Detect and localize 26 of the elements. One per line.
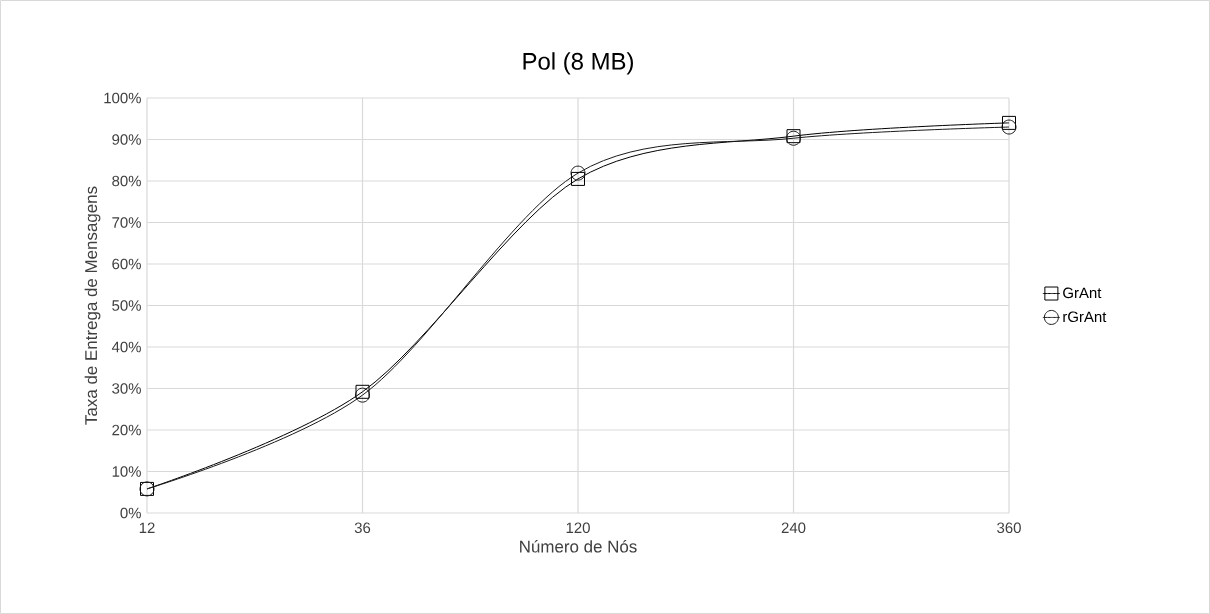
y-tick-label: 0% [120,507,141,519]
y-tick-label: 10% [112,466,141,477]
x-axis-title: Número de Nós [520,539,637,553]
point [355,387,371,403]
y-tick-label: 80% [112,175,141,187]
x-tick-label: 240 [781,522,806,534]
y-tick-label: 70% [112,217,141,228]
y-tick-label: 50% [112,300,141,311]
chart-title: Pol (8 MB) [523,52,633,75]
legend-label: rGrAnt [1063,311,1107,323]
x-tick-label: 12 [139,522,155,533]
point [355,384,370,399]
x-tick-label: 360 [997,522,1021,534]
y-tick-label: 20% [112,424,141,436]
y-tick-label: 100% [104,92,141,104]
y-axis-title: Taxa de Entrega de Mensagens [84,186,101,425]
point [571,171,586,186]
point [570,165,586,181]
y-tick-label: 60% [112,258,141,270]
point [1001,119,1017,135]
x-tick-label: 120 [566,522,590,534]
legend-label: GrAnt [1063,287,1102,299]
y-tick-label: 90% [112,134,141,145]
x-tick-label: 36 [354,522,371,534]
y-tick-label: 40% [111,341,141,353]
y-tick-label: 30% [112,383,141,394]
